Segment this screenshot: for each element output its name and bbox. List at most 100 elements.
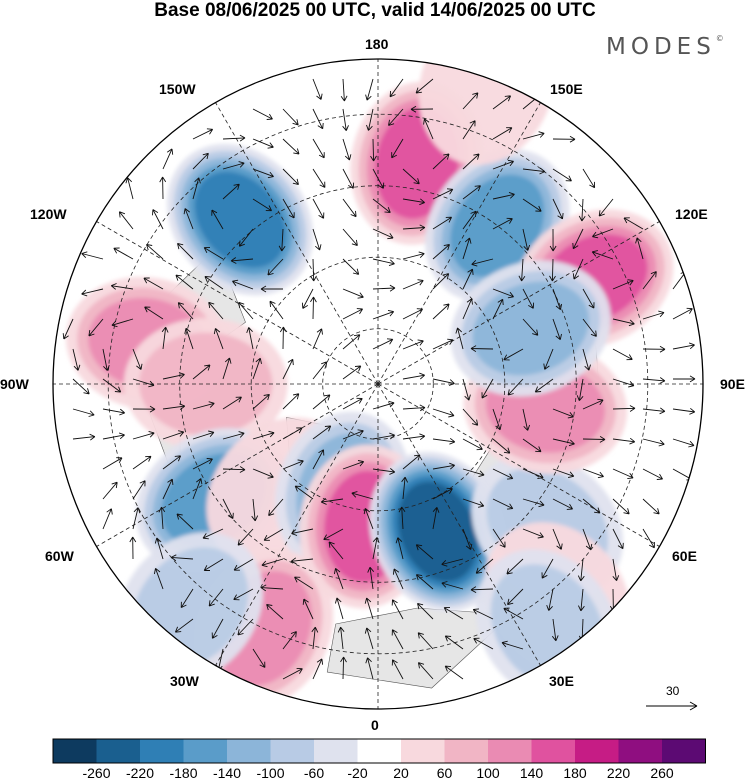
wind-arrow <box>261 558 284 568</box>
wind-arrow <box>391 138 404 159</box>
wind-arrow <box>342 258 360 275</box>
wind-arrow <box>213 328 224 350</box>
wind-arrow <box>310 296 317 320</box>
wind-arrow <box>132 507 141 530</box>
wind-arrow <box>642 345 666 353</box>
wind-arrow <box>158 506 166 530</box>
wind-arrow <box>492 217 513 230</box>
wind-arrow <box>522 498 545 508</box>
wind-arrow <box>146 243 164 260</box>
colorbar-swatch <box>618 739 663 763</box>
wind-arrow <box>312 394 331 410</box>
wind-arrow <box>635 237 644 260</box>
map-boundary <box>52 58 704 710</box>
wind-arrow <box>391 629 404 650</box>
wind-arrow <box>291 528 314 536</box>
meridian-line <box>377 221 660 385</box>
colorbar-swatch <box>53 739 97 763</box>
wind-arrow <box>432 462 455 470</box>
wind-arrow <box>110 283 134 290</box>
wind-arrow <box>334 597 344 620</box>
wind-arrow <box>552 198 564 220</box>
wind-arrow <box>192 128 214 140</box>
wind-arrow <box>183 208 194 230</box>
wind-arrow <box>432 437 456 445</box>
wind-arrow <box>462 378 471 401</box>
wind-arrow <box>372 432 395 440</box>
wind-arrow <box>503 348 524 361</box>
wind-arrow <box>282 108 299 126</box>
wind-arrow <box>365 657 374 680</box>
wind-arrow <box>549 228 557 252</box>
wind-arrow <box>522 318 539 336</box>
wind-arrow <box>522 167 546 175</box>
colorbar-tick-label: -140 <box>212 765 242 781</box>
wind-arrow <box>389 78 404 98</box>
wind-arrow <box>582 318 597 337</box>
wind-arrow <box>475 558 494 574</box>
colorbar-swatch <box>140 739 184 763</box>
colorbar-swatch <box>227 739 271 763</box>
wind-arrow <box>612 279 634 290</box>
wind-arrow <box>72 433 96 441</box>
wind-arrow <box>312 328 323 350</box>
wind-arrow <box>481 378 494 399</box>
colorbar-tick-label: -60 <box>303 765 325 781</box>
wind-arrow <box>102 457 123 470</box>
wind-arrow <box>672 342 695 350</box>
wind-arrow <box>62 318 74 340</box>
lon-label-60w: 60W <box>45 548 74 564</box>
wind-arrow <box>290 557 314 565</box>
wind-arrow <box>582 168 596 189</box>
wind-arrow <box>402 308 423 320</box>
wind-arrow <box>144 306 164 320</box>
wind-arrow <box>417 632 434 650</box>
wind-arrow <box>252 357 262 380</box>
wind-arrow <box>522 468 544 479</box>
wind-arrow <box>492 127 513 140</box>
wind-arrow <box>310 258 317 282</box>
wind-arrow <box>444 635 464 650</box>
wind-arrow <box>582 398 604 410</box>
colorbar-swatch <box>357 739 402 763</box>
wind-arrow <box>159 176 167 200</box>
wind-arrow <box>233 558 254 571</box>
wind-arrow <box>672 407 696 415</box>
wind-arrow <box>102 408 125 416</box>
wind-arrow <box>246 327 254 350</box>
wind-arrow <box>129 536 137 560</box>
wind-arrow <box>402 454 421 470</box>
wind-arrow <box>252 138 274 149</box>
wind-arrow <box>432 303 450 320</box>
wind-arrow <box>612 528 624 550</box>
anomaly-contour <box>450 174 545 277</box>
wind-arrow <box>402 279 424 290</box>
wind-arrow <box>177 242 194 260</box>
wind-arrow <box>342 429 364 440</box>
wind-arrow <box>432 408 455 418</box>
wind-arrow <box>342 334 361 350</box>
wind-arrow <box>432 487 453 500</box>
wind-arrow <box>492 95 512 110</box>
polar-map <box>52 58 704 711</box>
wind-arrow <box>577 588 585 612</box>
colorbar-swatch <box>401 739 445 763</box>
wind-arrow <box>328 541 344 560</box>
wind-arrow <box>492 438 511 454</box>
colorbar-tick-label: 260 <box>650 765 674 781</box>
wind-arrow <box>282 358 294 380</box>
wind-arrow <box>312 198 325 219</box>
wind-arrow <box>312 658 324 680</box>
wind-arrow <box>402 404 426 412</box>
wind-arrow <box>572 228 584 250</box>
wind-vectors <box>62 78 696 680</box>
wind-arrow <box>267 258 284 276</box>
colorbar-outline <box>52 738 706 764</box>
wind-arrow <box>342 288 364 299</box>
wind-arrow <box>294 485 314 500</box>
wind-arrow <box>612 468 634 480</box>
wind-arrow <box>282 459 304 470</box>
wind-arrow <box>282 631 297 650</box>
wind-arrow <box>202 528 224 540</box>
colorbar-swatch <box>270 739 315 763</box>
